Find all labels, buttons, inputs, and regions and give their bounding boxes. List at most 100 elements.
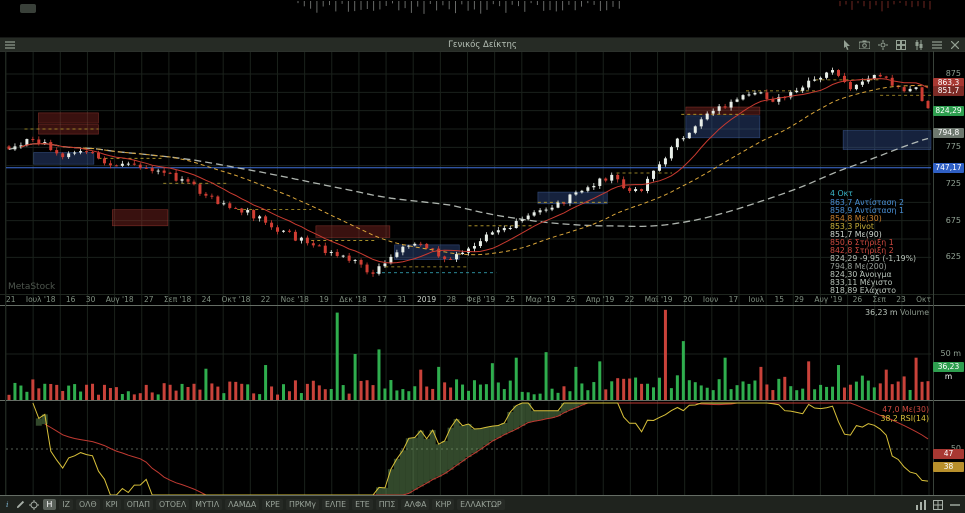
x-axis-label: 26	[852, 295, 863, 304]
x-axis-label: 15	[774, 295, 785, 304]
minimize-icon[interactable]	[949, 500, 960, 510]
volume-legend-label: Volume	[900, 308, 929, 317]
ticker-button[interactable]: ΟΛΘ	[76, 499, 100, 510]
crosshair-icon[interactable]	[29, 499, 40, 510]
ticker-shortcuts: ΙΖ ΟΛΘ ΚΡΙ ΟΠΑΠ ΟΤΟΕΛ ΜΥΤΙΛ ΛΑΜΔΑ ΚΡΕ ΠΡΚΜγ ΕΛΠΕ Ε…	[59, 499, 505, 510]
rsi-legend-line: 38,2 RSI(14)	[880, 414, 929, 423]
rsi-legend-line: 47,0 Με(30)	[882, 405, 929, 414]
x-axis-label: Οκτ	[916, 295, 931, 304]
bottom-toolbar: i H ΙΖ ΟΛΘ ΚΡΙ ΟΠΑΠ ΟΤΟΕΛ ΜΥΤΙΛ ΛΑΜΔΑ ΚΡΕ ΠΡΚΜγ Ε…	[0, 496, 965, 513]
camera-icon[interactable]	[859, 40, 870, 50]
price-axis-tick: 675	[945, 215, 961, 225]
ticker-button[interactable]: ΕΛΛΑΚΤΩΡ	[457, 499, 505, 510]
legend-line: 824,30 Άνοιγμα	[830, 270, 892, 279]
x-axis-label: Ιουν	[702, 295, 719, 304]
timeframe-buttons: H	[42, 499, 57, 510]
ticker-button[interactable]: ΚΡΕ	[262, 499, 283, 510]
price-axis-tick: 725	[945, 178, 961, 188]
layout-grid-icon[interactable]	[895, 39, 906, 50]
price-axis-badge: 851,7	[933, 86, 964, 97]
x-axis-label: 16	[65, 295, 76, 304]
price-axis-badge: 824,29	[933, 106, 964, 117]
ticker-button[interactable]: ΜΥΤΙΛ	[192, 499, 223, 510]
x-axis-label: 19	[319, 295, 329, 304]
price-axis-tick: 875	[945, 68, 961, 78]
ticker-button[interactable]: ΠΡΚΜγ	[285, 499, 319, 510]
x-axis-label: Μαϊ '19	[644, 295, 673, 304]
legend-line: 850,6 Στήριξη 1	[830, 238, 894, 247]
legend-line: 794,8 Με(200)	[830, 262, 887, 271]
price-legend: 4 Οκτ 863,7 Αντίσταση 2 858,9 Αντίσταση 1…	[830, 190, 931, 295]
x-axis-label: Νοε '18	[280, 295, 309, 304]
x-axis-label: Σεπ	[872, 295, 886, 304]
price-axis-badge: 794,8	[933, 127, 964, 138]
info-button[interactable]: i	[6, 500, 9, 509]
x-axis-label: 25	[505, 295, 516, 304]
rsi-axis-tick: 50	[951, 444, 961, 454]
chart-titlebar: Γενικός Δείκτης	[0, 38, 965, 51]
ticker-button[interactable]: ΚΡΙ	[102, 499, 121, 510]
x-axis-label: Φεβ '19	[466, 295, 496, 304]
ticker-button[interactable]: ΕΛΠΕ	[322, 499, 350, 510]
close-icon[interactable]	[949, 40, 960, 50]
x-axis-label: 30	[85, 295, 96, 304]
ticker-button[interactable]: ΑΛΦΑ	[401, 499, 430, 510]
toolbar-right-actions	[915, 499, 960, 510]
legend-line: 833,11 Μέγιστο	[830, 278, 893, 287]
legend-line: 863,7 Αντίσταση 2	[830, 198, 904, 207]
x-axis-label: 23	[896, 295, 906, 304]
legend-line: 842,8 Στήριξη 2	[830, 246, 894, 255]
x-axis-label: 22	[260, 295, 271, 304]
x-axis-label: Οκτ '18	[221, 295, 251, 304]
price-axis-badge: 863,3	[933, 77, 964, 88]
legend-line: 854,8 Με(30)	[830, 214, 882, 223]
ticker-button[interactable]: ΛΑΜΔΑ	[225, 499, 260, 510]
legend-line: 824,29 -9,95 (-1,19%)	[830, 254, 917, 263]
volume-axis-tick: 50 m	[940, 349, 961, 358]
volume-legend: 36,23 m Volume	[865, 308, 929, 317]
gear-icon[interactable]	[877, 39, 888, 50]
pencil-icon[interactable]	[15, 500, 26, 510]
x-axis-label: 21	[6, 295, 16, 304]
x-axis-label: 24	[201, 295, 212, 304]
titlebar-actions	[841, 39, 960, 50]
legend-line: 858,9 Αντίσταση 1	[830, 206, 904, 215]
x-axis-label: Δεκ '18	[339, 295, 367, 304]
legend-date: 4 Οκτ	[830, 189, 853, 198]
x-axis-label: Μαρ '19	[525, 295, 556, 304]
ticker-button[interactable]: ΠΠΣ	[375, 499, 399, 510]
x-axis-label: 31	[397, 295, 407, 304]
ticker-button[interactable]: ΙΖ	[59, 499, 74, 510]
volume-legend-value: 36,23 m	[865, 308, 898, 317]
indicators-icon[interactable]	[915, 499, 926, 510]
grid-icon[interactable]	[932, 499, 943, 510]
x-axis-label: 20	[682, 295, 693, 304]
x-axis-label: 22	[624, 295, 635, 304]
x-axis[interactable]: 21 Ιουλ '18 16 30 Αυγ '18 27 Σεπ '18 24 Οκτ '18 2…	[6, 295, 931, 305]
x-axis-label: 17	[377, 295, 387, 304]
cursor-icon[interactable]	[841, 39, 852, 50]
rsi-axis-badge: 47	[933, 448, 964, 459]
price-axis-tick: 775	[945, 142, 961, 152]
list-icon[interactable]	[931, 40, 942, 50]
menu-icon[interactable]	[4, 40, 15, 50]
x-axis-label: 27	[144, 295, 154, 304]
legend-line: 851,7 Με(90)	[830, 230, 882, 239]
x-axis-label: Ιουλ '18	[25, 295, 56, 304]
x-axis-label: 28	[446, 295, 457, 304]
x-axis-label: 25	[566, 295, 576, 304]
ticker-button[interactable]: ΕΤΕ	[352, 499, 373, 510]
rsi-legend: 47,0 Με(30) 38,2 RSI(14)	[880, 405, 929, 423]
x-axis-label: 29	[794, 295, 804, 304]
price-axis-badge: 747,17	[933, 162, 964, 173]
ticker-button[interactable]: ΚΗΡ	[432, 499, 455, 510]
volume-axis-badge: 36,23 m	[933, 361, 964, 381]
candlestick-icon[interactable]	[913, 39, 924, 50]
timeframe-button[interactable]: H	[42, 499, 57, 510]
ticker-button[interactable]: ΟΤΟΕΛ	[155, 499, 190, 510]
x-axis-label: Ιουλ	[748, 295, 765, 304]
ticker-button[interactable]: ΟΠΑΠ	[123, 499, 153, 510]
